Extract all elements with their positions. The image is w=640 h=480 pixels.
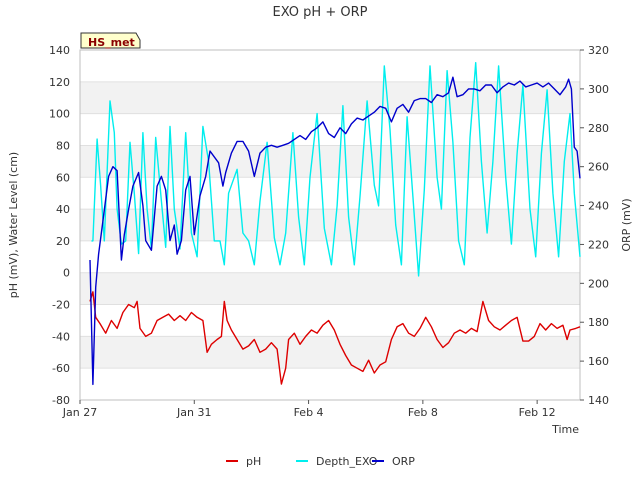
y-tick-label-left: 20 xyxy=(56,235,70,248)
y-tick-label-right: 200 xyxy=(588,277,609,290)
y-tick-label-left: -40 xyxy=(52,330,70,343)
x-tick-label: Feb 12 xyxy=(519,406,556,419)
y-tick-label-right: 220 xyxy=(588,238,609,251)
left-axis-ticks: -80 -60 -40 -20 0 20 40 60 80 100 120 140 xyxy=(49,44,70,407)
x-axis-ticks: Jan 27 Jan 31 Feb 4 Feb 8 Feb 12 xyxy=(62,400,556,419)
y-tick-label-left: 80 xyxy=(56,139,70,152)
y-tick-label-left: 140 xyxy=(49,44,70,57)
series-line-orp xyxy=(89,76,581,386)
chart-title: EXO pH + ORP xyxy=(273,5,368,20)
x-axis-title: Time xyxy=(551,423,579,436)
y-tick-label-right: 140 xyxy=(588,394,609,407)
station-label: HS_met xyxy=(88,36,135,49)
y-tick-label-right: 280 xyxy=(588,122,609,135)
y-tick-label-right: 300 xyxy=(588,83,609,96)
grid-band xyxy=(80,272,580,305)
right-axis-ticks: 140 160 180 200 220 240 260 280 300 320 xyxy=(580,44,609,407)
x-tick-label: Feb 8 xyxy=(408,406,438,419)
y-tick-label-right: 180 xyxy=(588,316,609,329)
station-badge: HS_met xyxy=(80,32,141,49)
y-tick-label-left: 0 xyxy=(63,267,70,280)
y-tick-label-left: -20 xyxy=(52,299,70,312)
series-line-depth-exo xyxy=(91,62,581,277)
series-line-ph xyxy=(89,291,581,385)
grid-band xyxy=(80,145,580,178)
y-tick-label-left: 40 xyxy=(56,203,70,216)
x-tick-label: Feb 4 xyxy=(294,406,324,419)
x-tick-label: Jan 27 xyxy=(62,406,97,419)
y-tick-label-left: 100 xyxy=(49,108,70,121)
legend-label: Depth_EXO xyxy=(316,455,378,468)
y-tick-label-left: 60 xyxy=(56,171,70,184)
plot-frame xyxy=(79,49,581,401)
y-tick-label-left: -80 xyxy=(52,394,70,407)
x-tick-label: Jan 31 xyxy=(176,406,211,419)
y-tick-label-right: 320 xyxy=(588,44,609,57)
series-layer xyxy=(89,62,581,386)
legend-label: pH xyxy=(246,455,261,468)
y-tick-label-left: -60 xyxy=(52,362,70,375)
y-tick-label-right: 240 xyxy=(588,200,609,213)
grid-bands xyxy=(80,81,580,369)
y-tick-label-left: 120 xyxy=(49,76,70,89)
y-axis-title-left: pH (mV), Water Level (cm) xyxy=(7,152,20,298)
y-tick-label-right: 160 xyxy=(588,355,609,368)
legend: pH Depth_EXO ORP xyxy=(226,455,415,468)
grid-band xyxy=(80,336,580,369)
y-tick-label-right: 260 xyxy=(588,161,609,174)
legend-label: ORP xyxy=(392,455,415,468)
y-axis-title-right: ORP (mV) xyxy=(620,198,633,251)
grid-band xyxy=(80,81,580,114)
